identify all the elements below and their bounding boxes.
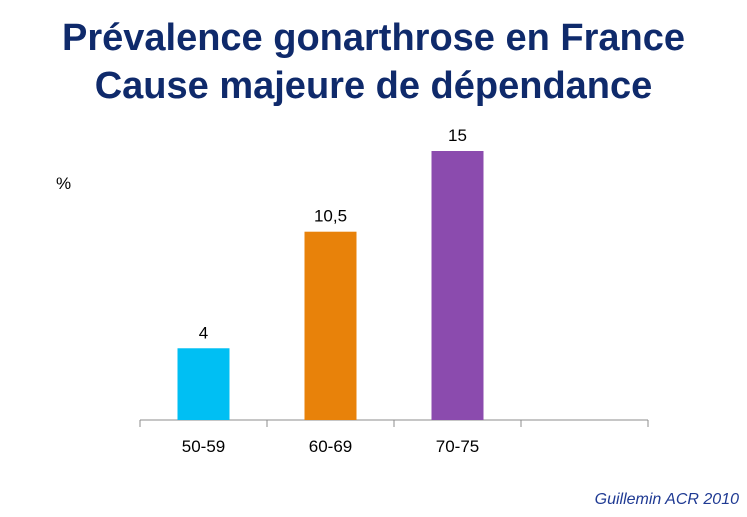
title-line-2: Cause majeure de dépendance xyxy=(94,65,653,107)
x-tick-label: 50-59 xyxy=(182,437,225,456)
x-tick-label: 60-69 xyxy=(309,437,352,456)
bar xyxy=(304,231,357,420)
source-citation: Guillemin ACR 2010 xyxy=(594,491,739,508)
data-label: 10,5 xyxy=(314,207,347,226)
bar xyxy=(177,348,230,420)
data-label: 15 xyxy=(448,126,467,145)
bar xyxy=(431,151,484,420)
y-axis-unit-label: % xyxy=(56,174,72,193)
x-tick-label: 70-75 xyxy=(436,437,479,456)
slide-title: Prévalence gonarthrose en France Cause m… xyxy=(0,14,747,110)
title-line-1: Prévalence gonarthrose en France xyxy=(61,17,686,59)
data-label: 4 xyxy=(199,323,208,342)
